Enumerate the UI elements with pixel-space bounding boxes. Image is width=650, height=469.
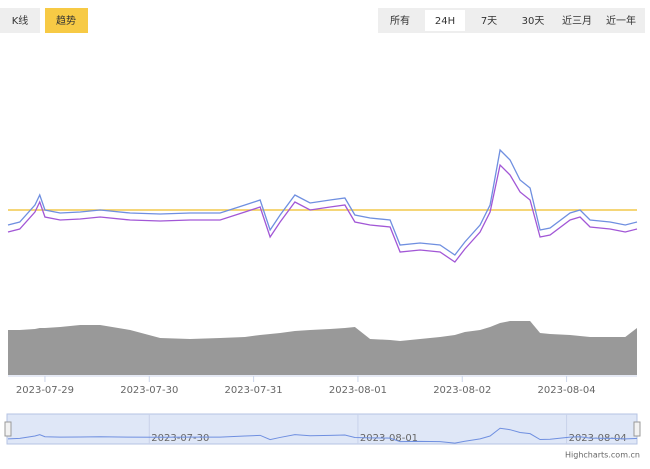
range-button[interactable]: 24H xyxy=(435,16,455,27)
x-tick-label: 2023-08-01 xyxy=(329,385,387,396)
x-tick-label: 2023-07-29 xyxy=(16,385,74,396)
volume-area xyxy=(8,321,637,375)
navigator[interactable] xyxy=(6,413,638,445)
range-button[interactable]: 7天 xyxy=(481,16,497,27)
x-tick-label: 2023-08-04 xyxy=(538,385,596,396)
range-button[interactable]: 30天 xyxy=(522,16,545,27)
range-active[interactable] xyxy=(425,10,465,31)
range-button[interactable]: 所有 xyxy=(390,14,410,27)
navigator-line xyxy=(7,427,638,444)
price-line xyxy=(7,163,638,263)
credits: Highcharts.com.cn xyxy=(565,451,640,460)
tab[interactable]: K线 xyxy=(12,14,29,27)
navigator-handle[interactable] xyxy=(4,421,12,437)
range-button[interactable]: 近一年 xyxy=(606,14,636,27)
x-tick-label: 2023-07-30 xyxy=(120,385,178,396)
price-line xyxy=(7,148,638,256)
tab-bg[interactable] xyxy=(45,8,88,33)
tab[interactable]: 趋势 xyxy=(56,14,76,27)
x-tick-label: 2023-08-02 xyxy=(433,385,491,396)
x-tick-label: 2023-07-31 xyxy=(225,385,283,396)
navigator-handle[interactable] xyxy=(633,421,641,437)
tab-bg[interactable] xyxy=(0,8,40,33)
range-bg xyxy=(378,8,645,33)
navigator-tick-label: 2023-07-30 xyxy=(151,433,209,444)
range-button[interactable]: 近三月 xyxy=(562,14,592,27)
